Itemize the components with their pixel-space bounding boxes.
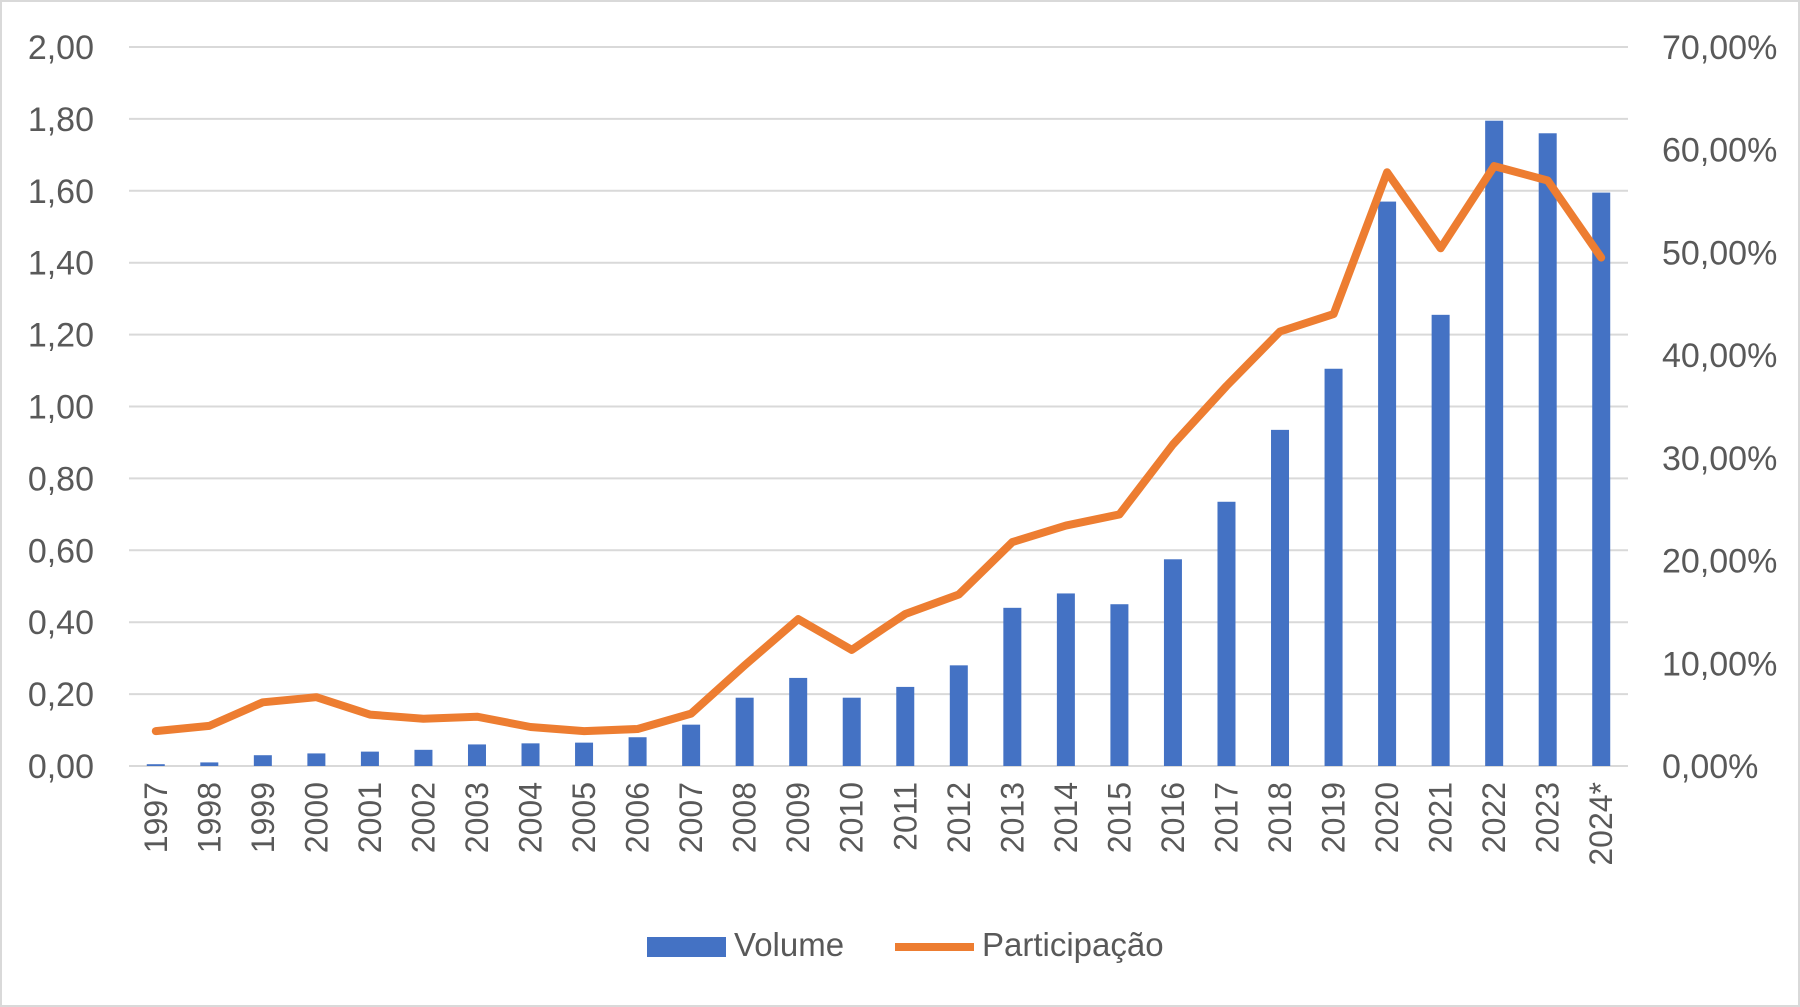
category-label: 2015	[1101, 782, 1137, 853]
category-label: 2012	[941, 782, 977, 853]
category-label: 2009	[780, 782, 816, 853]
right-axis-tick-label: 70,00%	[1662, 29, 1777, 67]
volume-bar	[628, 737, 647, 766]
right-axis-tick-label: 30,00%	[1662, 440, 1777, 478]
right-axis-ticks: 0,00% 10,00% 20,00% 30,00% 40,00% 50,00% 60,00…	[1662, 29, 1777, 786]
participacao-line-group	[151, 162, 1606, 736]
volume-bar	[467, 744, 486, 766]
category-label: 2018	[1262, 782, 1298, 853]
category-label: 2007	[673, 782, 709, 853]
volume-bar	[1592, 192, 1611, 766]
category-label: 2006	[620, 782, 656, 853]
category-label: 2004	[513, 782, 549, 853]
left-axis-tick-label: 1,20	[28, 317, 94, 355]
volume-bar	[1163, 559, 1182, 766]
left-axis-tick-label: 1,00	[28, 389, 94, 427]
category-label: 2001	[352, 782, 388, 853]
volume-bar	[789, 677, 808, 766]
category-label: 1998	[191, 782, 227, 853]
category-label: 2024*	[1583, 782, 1619, 866]
category-label: 2019	[1316, 782, 1352, 853]
left-axis-tick-label: 0,80	[28, 460, 94, 498]
volume-bar	[1431, 314, 1450, 766]
legend: Volume Participação	[647, 926, 1164, 963]
volume-bar	[1217, 501, 1236, 766]
category-label: 2000	[298, 782, 334, 853]
category-label: 2005	[566, 782, 602, 853]
category-label: 2014	[1048, 782, 1084, 853]
left-axis-tick-label: 0,60	[28, 532, 94, 570]
category-label: 2011	[887, 782, 923, 851]
gridlines	[129, 46, 1628, 767]
volume-bar	[949, 665, 968, 766]
left-axis-tick-label: 1,80	[28, 101, 94, 139]
category-label: 2013	[994, 782, 1030, 853]
category-label: 2023	[1530, 782, 1566, 853]
left-axis-tick-label: 0,40	[28, 604, 94, 642]
category-label: 2008	[727, 782, 763, 853]
volume-bar	[842, 697, 861, 766]
right-axis-tick-label: 20,00%	[1662, 543, 1777, 581]
volume-bar	[575, 742, 594, 766]
volume-bars	[146, 120, 1611, 766]
category-label: 2021	[1423, 782, 1459, 853]
legend-label-participacao: Participação	[982, 926, 1164, 963]
category-label: 2016	[1155, 782, 1191, 853]
volume-bar	[1485, 120, 1504, 766]
left-axis-tick-label: 2,00	[28, 29, 94, 67]
volume-bar	[1110, 604, 1129, 766]
category-label: 2022	[1476, 782, 1512, 853]
category-label: 2017	[1208, 782, 1244, 853]
volume-bar	[1056, 593, 1075, 766]
category-label: 2003	[459, 782, 495, 853]
left-axis-tick-label: 1,40	[28, 245, 94, 283]
volume-bar	[896, 686, 915, 766]
legend-label-volume: Volume	[734, 926, 844, 963]
volume-bar	[1271, 429, 1290, 766]
left-axis-tick-label: 1,60	[28, 173, 94, 211]
right-axis-tick-label: 10,00%	[1662, 645, 1777, 683]
volume-bar	[682, 724, 701, 766]
volume-bar	[146, 764, 165, 766]
category-axis-labels: 1997 1998 1999 2000 2001 2002 2003 2004 2005 2006…	[138, 782, 1619, 866]
participacao-line	[151, 162, 1606, 736]
left-axis-tick-label: 0,20	[28, 676, 94, 714]
right-axis-tick-label: 60,00%	[1662, 132, 1777, 170]
category-label: 2010	[834, 782, 870, 853]
volume-bar	[200, 762, 219, 766]
volume-bar	[735, 697, 754, 766]
left-axis-ticks: 0,00 0,20 0,40 0,60 0,80 1,00 1,20 1,40 1,60 1,80…	[28, 29, 94, 786]
category-label: 2020	[1369, 782, 1405, 853]
right-axis-tick-label: 40,00%	[1662, 337, 1777, 375]
volume-bar	[1324, 368, 1343, 766]
volume-bar	[253, 755, 272, 766]
volume-bar	[1003, 607, 1022, 766]
volume-bar	[521, 743, 540, 766]
left-axis-tick-label: 0,00	[28, 748, 94, 786]
category-label: 2002	[405, 782, 441, 853]
category-label: 1999	[245, 782, 281, 853]
volume-bar	[1538, 133, 1557, 766]
volume-bar	[1378, 201, 1397, 766]
legend-swatch-volume	[647, 937, 726, 957]
right-axis-tick-label: 50,00%	[1662, 234, 1777, 272]
volume-bar	[307, 753, 326, 766]
right-axis-tick-label: 0,00%	[1662, 748, 1758, 786]
volume-bar	[414, 749, 433, 766]
category-label: 1997	[138, 782, 174, 853]
volume-bar	[360, 751, 379, 766]
